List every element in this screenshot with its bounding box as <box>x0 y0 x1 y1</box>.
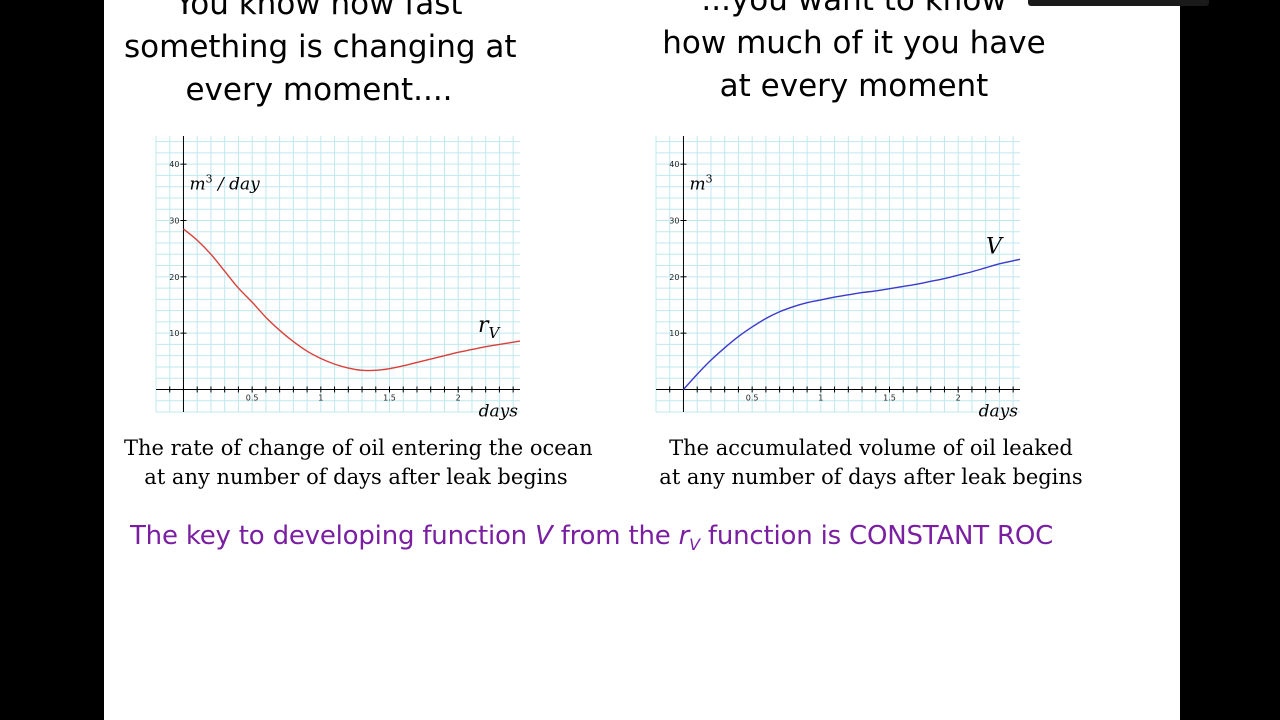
y-tick-label: 20 <box>669 273 679 282</box>
grid <box>655 136 1020 413</box>
grid <box>155 136 520 413</box>
x-tick-label: 0.5 <box>246 393 259 402</box>
right-heading: ...you want to know how much of it you h… <box>644 0 1064 108</box>
left-caption-line-1: The rate of change of oil entering the o… <box>124 436 593 460</box>
key-statement: The key to developing function V from th… <box>130 521 1053 554</box>
key-statement-prefix: The key to developing function <box>130 521 536 551</box>
y-tick-label: 30 <box>669 216 679 225</box>
key-statement-func-v: V <box>535 521 553 551</box>
curve-label: V <box>986 234 1004 259</box>
y-tick-label: 40 <box>669 160 679 169</box>
x-tick-label: 1 <box>818 393 823 402</box>
left-caption: The rate of change of oil entering the o… <box>124 434 593 492</box>
right-heading-line-2: how much of it you have <box>662 25 1046 61</box>
series-line-V <box>682 258 1021 390</box>
y-tick-label: 20 <box>169 273 179 282</box>
right-caption-line-1: The accumulated volume of oil leaked <box>669 436 1073 460</box>
series-line-r_V <box>183 228 521 372</box>
right-heading-line-1: ...you want to know <box>701 0 1007 18</box>
x-tick-label: 1.5 <box>383 393 396 402</box>
x-axis-label: days <box>479 401 519 421</box>
x-tick-label: 2 <box>956 393 961 402</box>
left-heading-line-1: You know how fast <box>175 0 463 22</box>
left-heading: You know how fast something is changing … <box>124 0 517 112</box>
right-heading-line-3: at every moment <box>719 68 989 104</box>
left-heading-line-3: every moment.... <box>185 72 453 108</box>
key-statement-suffix: function is CONSTANT ROC <box>699 521 1054 551</box>
y-tick-label: 40 <box>169 160 179 169</box>
x-tick-label: 0.5 <box>746 393 759 402</box>
y-tick-label: 10 <box>169 329 179 338</box>
x-axis-label: days <box>979 401 1019 421</box>
window-edge-bar <box>1028 0 1209 6</box>
slide: You know how fast something is changing … <box>104 0 1180 720</box>
y-axis-label: m3 <box>689 173 712 195</box>
right-caption: The accumulated volume of oil leaked at … <box>644 434 1098 492</box>
left-caption-line-2: at any number of days after leak begins <box>144 465 568 489</box>
right-caption-line-2: at any number of days after leak begins <box>659 465 1083 489</box>
y-tick-label: 10 <box>669 329 679 338</box>
curve-label: rV <box>478 313 502 342</box>
volume-chart: 0.5 1 1.5 2 10 20 30 40 m3 days V <box>655 136 1021 421</box>
key-statement-func-r-sub: V <box>689 535 700 555</box>
y-tick-label: 30 <box>169 216 179 225</box>
key-statement-middle: from the <box>552 521 679 551</box>
key-statement-func-r: r <box>678 521 690 551</box>
x-tick-label: 2 <box>456 393 461 402</box>
x-tick-label: 1.5 <box>883 393 896 402</box>
x-tick-label: 1 <box>318 393 323 402</box>
left-heading-line-2: something is changing at <box>124 29 517 65</box>
rate-chart: 0.5 1 1.5 2 10 20 30 40 m3 / day days rV <box>155 136 521 421</box>
y-axis-label: m3 / day <box>189 173 260 195</box>
